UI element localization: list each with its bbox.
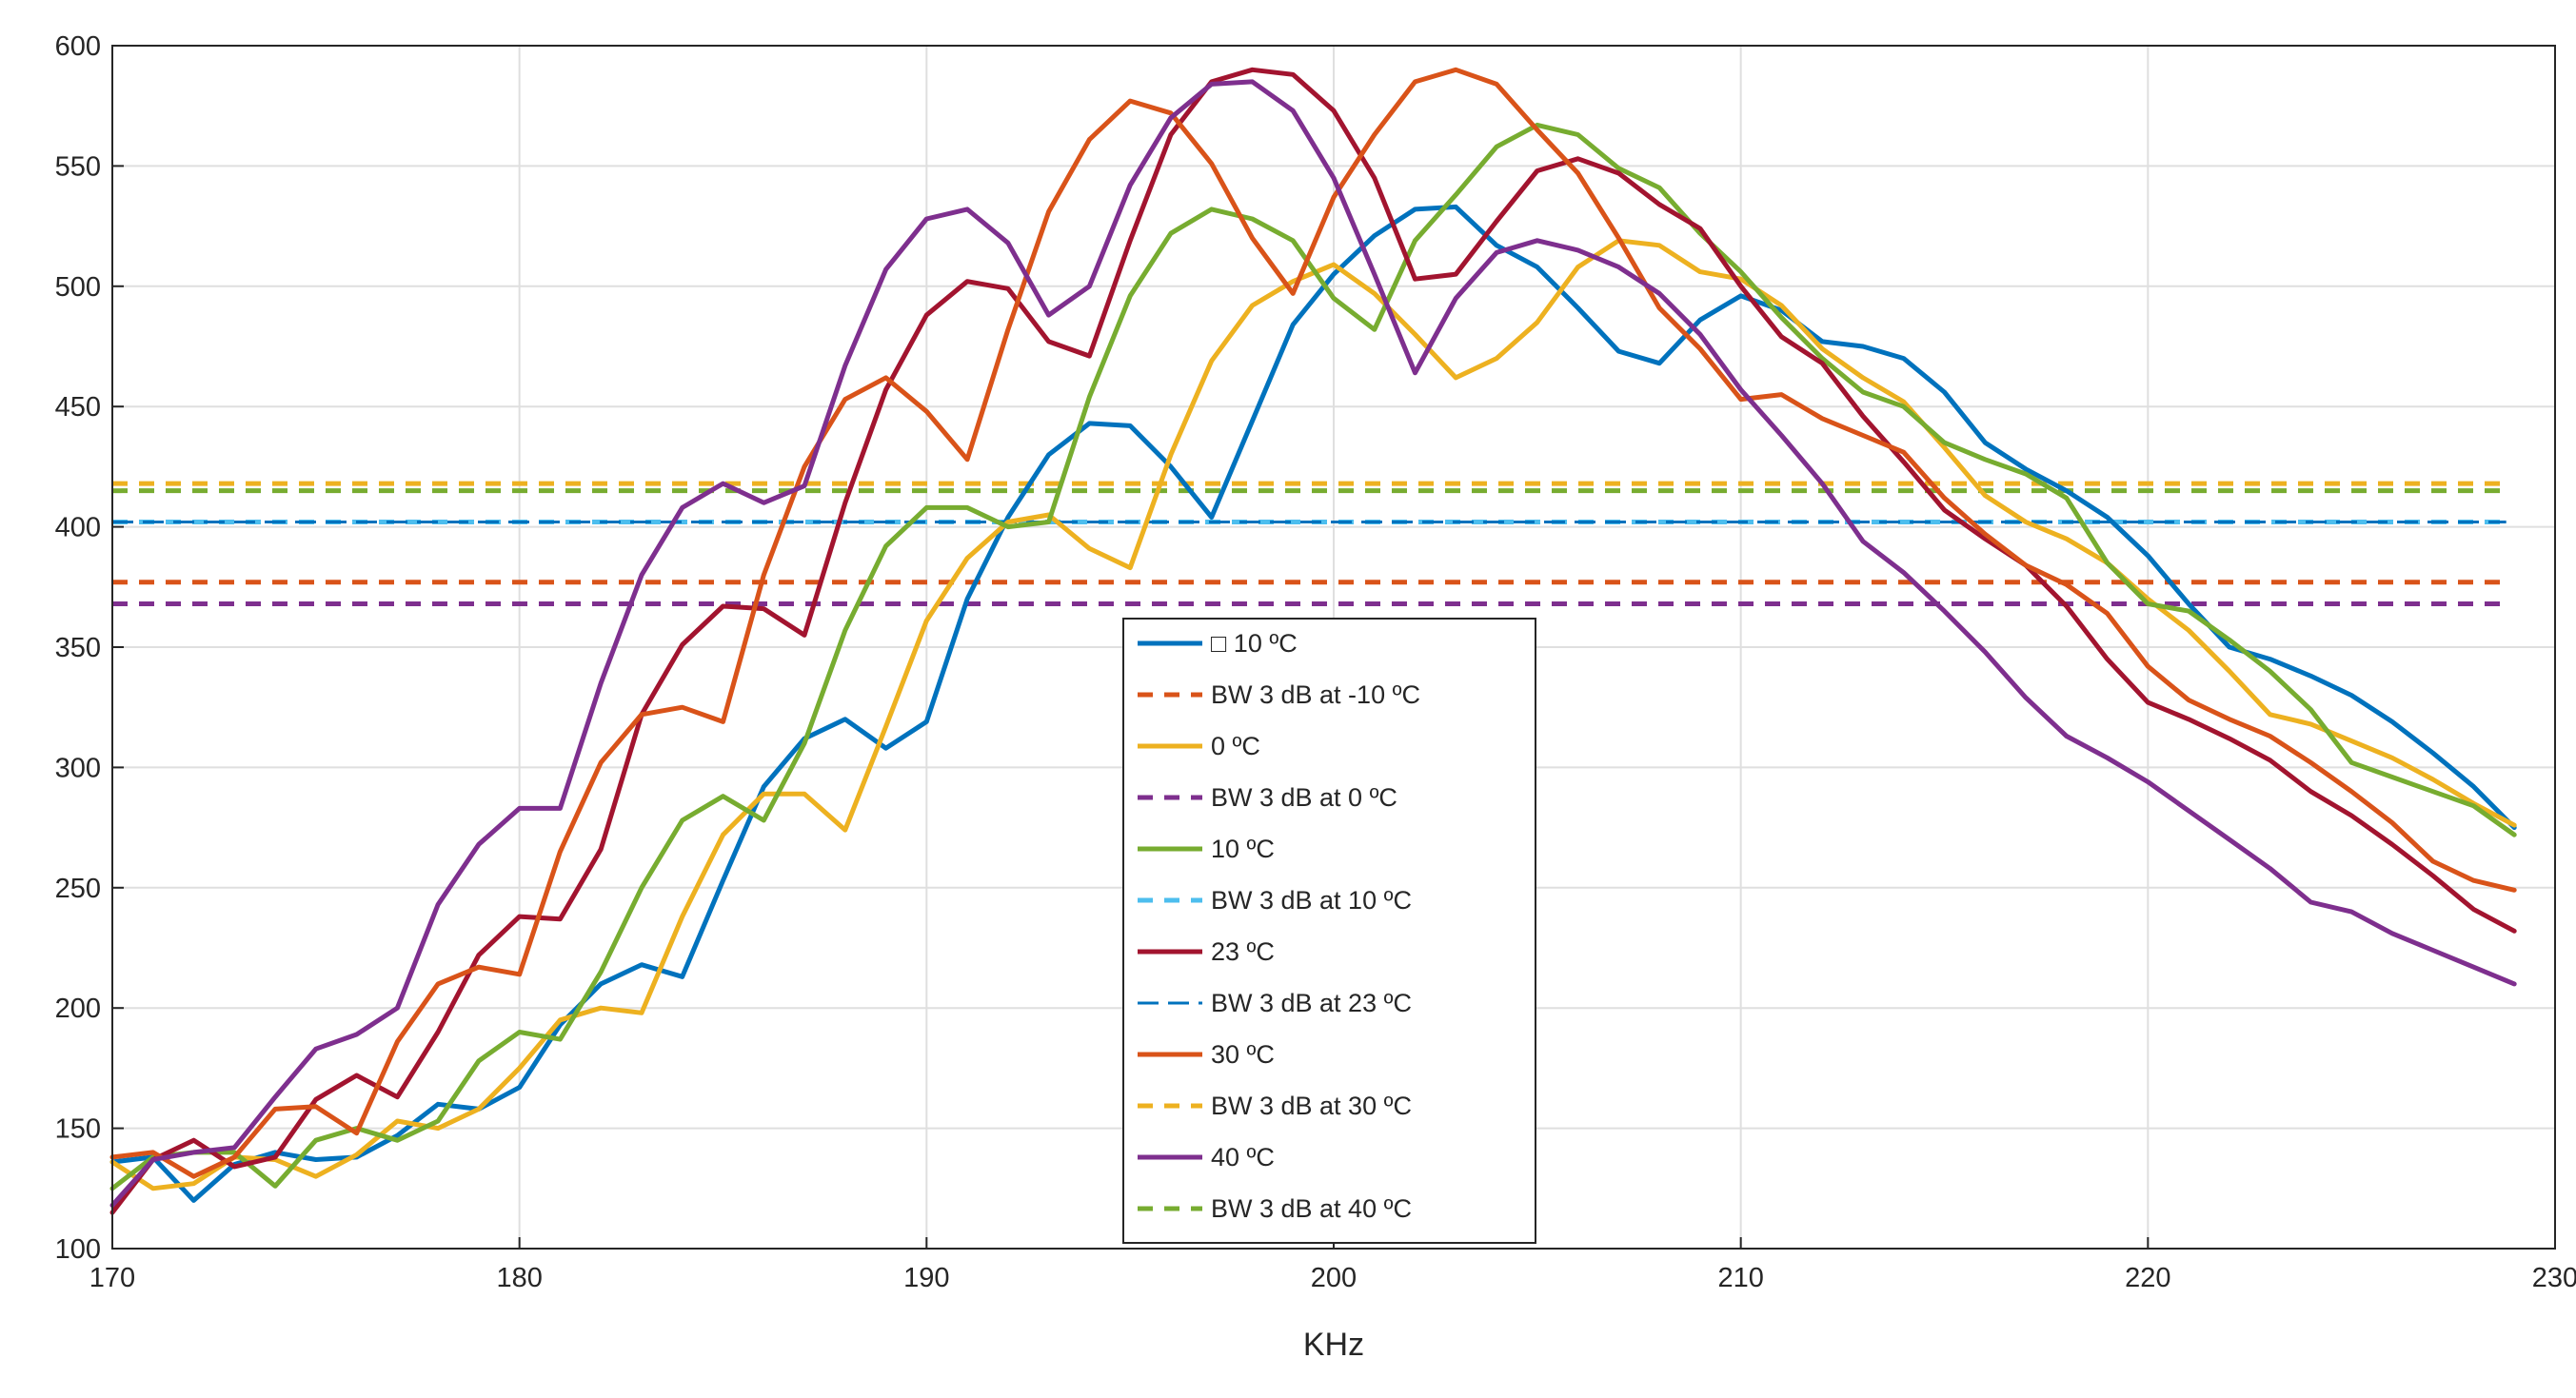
x-tick-label: 190 xyxy=(903,1263,949,1293)
legend-item: BW 3 dB at 23 ºC xyxy=(1138,989,1412,1017)
legend-label: 10 ºC xyxy=(1211,835,1275,863)
legend: □ 10 ºC BW 3 dB at -10 ºC 0 ºC BW 3 dB at 0… xyxy=(1122,618,1536,1244)
y-tick-label: 550 xyxy=(55,151,101,182)
x-tick-label: 170 xyxy=(89,1263,135,1293)
legend-item: 40 ºC xyxy=(1138,1143,1275,1172)
legend-label: BW 3 dB at 0 ºC xyxy=(1211,783,1397,812)
series-line-30-c xyxy=(109,67,2517,1179)
legend-label: 23 ºC xyxy=(1211,937,1275,966)
legend-item: 10 ºC xyxy=(1138,835,1275,863)
y-tick-label: 200 xyxy=(55,994,101,1024)
x-tick-label: 180 xyxy=(496,1263,542,1293)
y-tick-label: 350 xyxy=(55,633,101,663)
y-tick-label: 500 xyxy=(55,272,101,303)
legend-item: BW 3 dB at -10 ºC xyxy=(1138,680,1420,709)
series-line-10-c xyxy=(109,204,2517,1203)
legend-item: BW 3 dB at 40 ºC xyxy=(1138,1194,1412,1223)
x-tick-label: 230 xyxy=(2532,1263,2576,1293)
legend-label: BW 3 dB at 10 ºC xyxy=(1211,886,1412,915)
legend-item: BW 3 dB at 0 ºC xyxy=(1138,783,1397,812)
legend-label: 30 ºC xyxy=(1211,1040,1275,1069)
y-tick-label: 300 xyxy=(55,753,101,783)
legend-label: BW 3 dB at 40 ºC xyxy=(1211,1194,1412,1223)
legend-item: □ 10 ºC xyxy=(1138,629,1298,658)
y-tick-label: 250 xyxy=(55,874,101,904)
legend-label: BW 3 dB at 23 ºC xyxy=(1211,989,1412,1017)
legend-label: 40 ºC xyxy=(1211,1143,1275,1172)
series-line-40-c xyxy=(109,79,2517,1208)
y-tick-label: 400 xyxy=(55,513,101,543)
legend-item: 30 ºC xyxy=(1138,1040,1275,1069)
legend-label: BW 3 dB at -10 ºC xyxy=(1211,680,1420,709)
legend-label: 0 ºC xyxy=(1211,732,1260,760)
y-tick-label: 100 xyxy=(55,1234,101,1265)
y-tick-label: 600 xyxy=(55,31,101,62)
legend-label: □ 10 ºC xyxy=(1211,629,1298,658)
x-tick-label: 200 xyxy=(1311,1263,1357,1293)
x-tick-labels: 170 180 190 200 210 220 230 xyxy=(89,1263,2576,1293)
plot-frame xyxy=(111,45,2556,1250)
y-tick-label: 150 xyxy=(55,1114,101,1145)
legend-item: 23 ºC xyxy=(1138,937,1275,966)
series-line-10-c xyxy=(109,122,2517,1191)
legend-item: BW 3 dB at 10 ºC xyxy=(1138,886,1412,915)
legend-box xyxy=(1122,618,1536,1244)
legend-item: BW 3 dB at 30 ºC xyxy=(1138,1092,1412,1120)
series-layer xyxy=(109,67,2517,1215)
x-axis-label: KHz xyxy=(1303,1327,1364,1363)
legend-item: 0 ºC xyxy=(1138,732,1260,760)
y-tick-labels: 100 150 200 250 300 350 400 450 500 550 600 xyxy=(55,31,101,1265)
y-tick-label: 450 xyxy=(55,392,101,423)
legend-label: BW 3 dB at 30 ºC xyxy=(1211,1092,1412,1120)
x-tick-label: 220 xyxy=(2125,1263,2170,1293)
series-line-23-c xyxy=(109,67,2517,1215)
x-tick-label: 210 xyxy=(1717,1263,1763,1293)
